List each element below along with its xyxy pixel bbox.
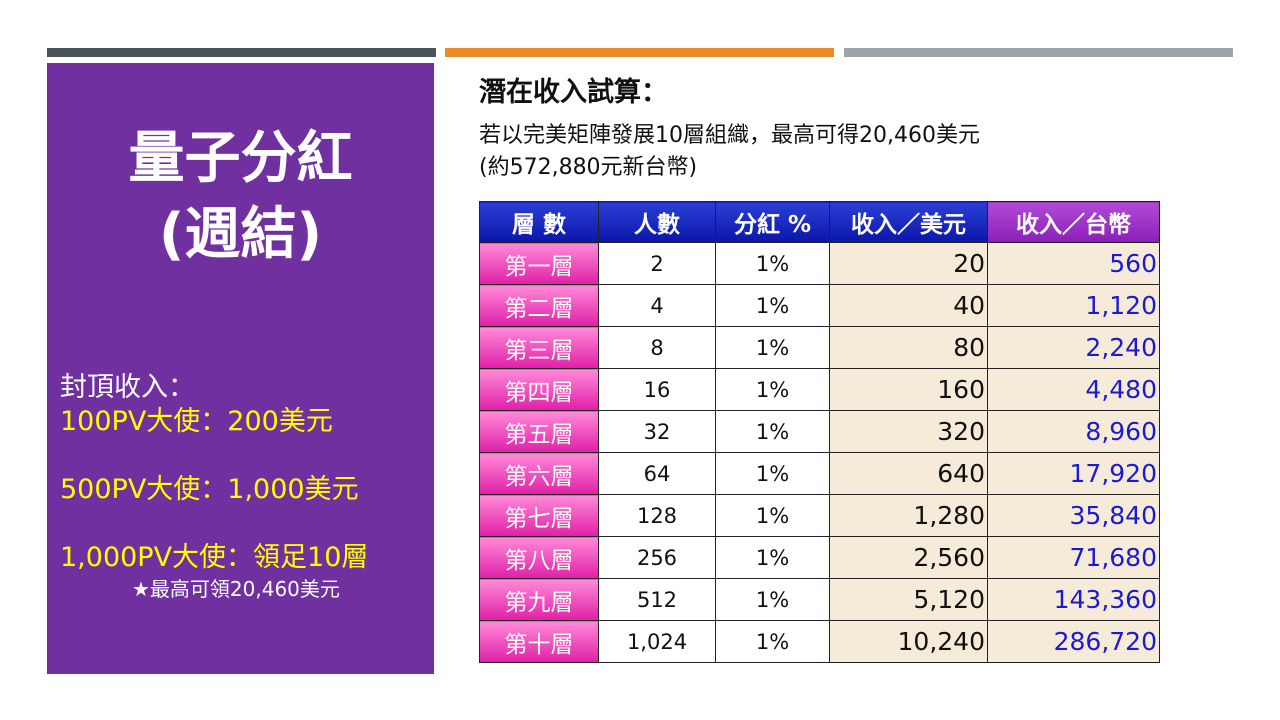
usd-cell: 40	[829, 284, 988, 327]
header-usd: 收入／美元	[829, 201, 988, 243]
cap-line-100pv: 100PV大使：200美元	[60, 406, 333, 437]
people-cell: 8	[598, 326, 716, 369]
level-cell: 第九層	[479, 578, 599, 621]
income-table: 層 數 人數 分紅 % 收入／美元 收入／台幣 第一層 2 1% 20 560 …	[479, 201, 1160, 663]
usd-cell: 160	[829, 368, 988, 411]
people-cell: 1,024	[598, 620, 716, 663]
percent-cell: 1%	[715, 452, 830, 495]
people-cell: 256	[598, 536, 716, 579]
cap-heading: 封頂收入：	[60, 372, 195, 403]
cap-line-500pv: 500PV大使：1,000美元	[60, 474, 359, 505]
people-cell: 512	[598, 578, 716, 621]
cap-income-block: 封頂收入： 100PV大使：200美元 500PV大使：1,000美元 1,00…	[60, 371, 430, 603]
summary-panel: 量子分紅 (週結) 封頂收入： 100PV大使：200美元 500PV大使：1,…	[47, 63, 434, 674]
twd-cell: 560	[987, 242, 1160, 285]
header-people: 人數	[598, 201, 716, 243]
cap-note: ★最高可領20,460美元	[132, 577, 340, 601]
twd-cell: 4,480	[987, 368, 1160, 411]
table-header-row: 層 數 人數 分紅 % 收入／美元 收入／台幣	[479, 201, 1160, 243]
percent-cell: 1%	[715, 410, 830, 453]
header-level: 層 數	[479, 201, 599, 243]
twd-cell: 286,720	[987, 620, 1160, 663]
table-row: 第一層 2 1% 20 560	[479, 242, 1160, 285]
table-row: 第五層 32 1% 320 8,960	[479, 410, 1160, 453]
percent-cell: 1%	[715, 494, 830, 537]
cap-line-1000pv: 1,000PV大使：領足10層	[60, 542, 369, 573]
twd-cell: 17,920	[987, 452, 1160, 495]
level-cell: 第十層	[479, 620, 599, 663]
percent-cell: 1%	[715, 368, 830, 411]
level-cell: 第三層	[479, 326, 599, 369]
panel-title-line2: (週結)	[158, 202, 323, 267]
table-row: 第六層 64 1% 640 17,920	[479, 452, 1160, 495]
table-row: 第三層 8 1% 80 2,240	[479, 326, 1160, 369]
twd-cell: 2,240	[987, 326, 1160, 369]
percent-cell: 1%	[715, 578, 830, 621]
people-cell: 16	[598, 368, 716, 411]
usd-cell: 10,240	[829, 620, 988, 663]
usd-cell: 640	[829, 452, 988, 495]
level-cell: 第六層	[479, 452, 599, 495]
twd-cell: 71,680	[987, 536, 1160, 579]
usd-cell: 5,120	[829, 578, 988, 621]
accent-bar-dark	[47, 48, 436, 57]
twd-cell: 1,120	[987, 284, 1160, 327]
level-cell: 第八層	[479, 536, 599, 579]
people-cell: 4	[598, 284, 716, 327]
panel-title: 量子分紅 (週結)	[47, 121, 434, 273]
table-row: 第七層 128 1% 1,280 35,840	[479, 494, 1160, 537]
percent-cell: 1%	[715, 536, 830, 579]
twd-cell: 8,960	[987, 410, 1160, 453]
section-subtitle: 若以完美矩陣發展10層組織，最高可得20,460美元 (約572,880元新台幣…	[479, 120, 1179, 184]
header-twd: 收入／台幣	[987, 201, 1160, 243]
level-cell: 第二層	[479, 284, 599, 327]
level-cell: 第四層	[479, 368, 599, 411]
table-row: 第八層 256 1% 2,560 71,680	[479, 536, 1160, 579]
section-title: 潛在收入試算：	[479, 77, 668, 108]
level-cell: 第一層	[479, 242, 599, 285]
people-cell: 64	[598, 452, 716, 495]
usd-cell: 80	[829, 326, 988, 369]
table-row: 第九層 512 1% 5,120 143,360	[479, 578, 1160, 621]
panel-title-line1: 量子分紅	[128, 126, 353, 191]
people-cell: 128	[598, 494, 716, 537]
accent-bar-gray	[844, 48, 1233, 57]
level-cell: 第七層	[479, 494, 599, 537]
percent-cell: 1%	[715, 620, 830, 663]
usd-cell: 1,280	[829, 494, 988, 537]
table-row: 第四層 16 1% 160 4,480	[479, 368, 1160, 411]
twd-cell: 35,840	[987, 494, 1160, 537]
percent-cell: 1%	[715, 326, 830, 369]
usd-cell: 20	[829, 242, 988, 285]
subtitle-line1: 若以完美矩陣發展10層組織，最高可得20,460美元	[479, 123, 980, 148]
people-cell: 32	[598, 410, 716, 453]
percent-cell: 1%	[715, 242, 830, 285]
people-cell: 2	[598, 242, 716, 285]
usd-cell: 320	[829, 410, 988, 453]
twd-cell: 143,360	[987, 578, 1160, 621]
subtitle-line2: (約572,880元新台幣)	[479, 155, 698, 180]
level-cell: 第五層	[479, 410, 599, 453]
header-percent: 分紅 %	[715, 201, 830, 243]
accent-bar-orange	[445, 48, 834, 57]
table-row: 第十層 1,024 1% 10,240 286,720	[479, 620, 1160, 663]
percent-cell: 1%	[715, 284, 830, 327]
usd-cell: 2,560	[829, 536, 988, 579]
table-row: 第二層 4 1% 40 1,120	[479, 284, 1160, 327]
